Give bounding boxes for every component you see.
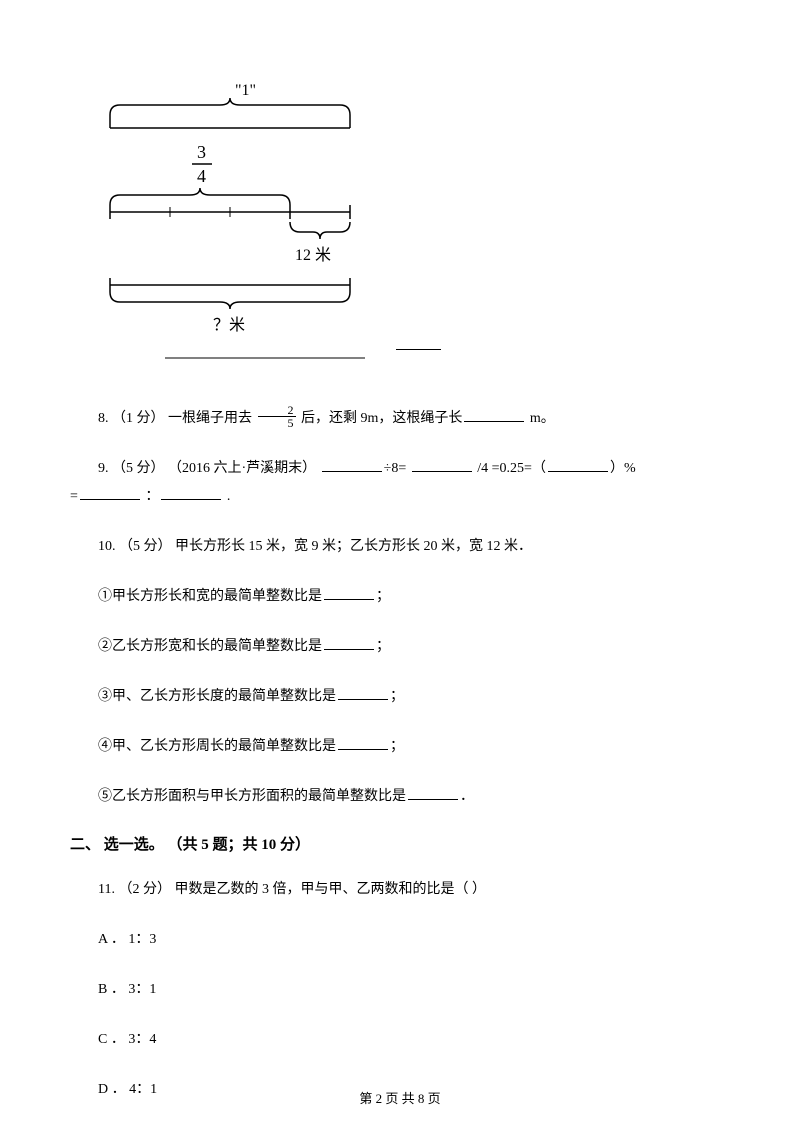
page-content: "1" 3 4 12 米 (0, 0, 800, 1104)
blank-field[interactable] (338, 734, 388, 750)
blank-field[interactable] (408, 784, 458, 800)
section-2-header: 二、 选一选。 （共 5 题；共 10 分） (70, 833, 730, 854)
q9-text: 9. （5 分） （2016 六上·芦溪期末） (98, 461, 320, 476)
fraction-2-5: 25 (258, 404, 296, 429)
page-footer: 第 2 页 共 8 页 (0, 1088, 800, 1107)
option-b: B ． 3：1 (70, 976, 730, 1004)
diagram-bottom-label: ？米 (213, 316, 245, 334)
q10-1-text: ①甲长方形长和宽的最简单整数比是 (98, 589, 322, 604)
question-10: 10. （5 分） 甲长方形长 15 米，宽 9 米；乙长方形长 20 米，宽 … (70, 533, 730, 561)
blank-field[interactable] (396, 334, 441, 350)
q10-3-end: ； (390, 689, 404, 704)
q8-text: 8. （1 分） 一根绳子用去 (98, 411, 256, 426)
diagram-svg: "1" 3 4 12 米 (100, 80, 380, 360)
option-c: C ． 3：4 (70, 1026, 730, 1054)
small-brace (290, 222, 350, 239)
q10-5-end: ． (460, 789, 474, 804)
blank-field[interactable] (338, 684, 388, 700)
option-a: A ． 1：3 (70, 926, 730, 954)
q9-l2-mid: ： (142, 489, 160, 504)
blank-field[interactable] (464, 406, 524, 422)
q9-l2-end: . (223, 489, 230, 504)
question-9: 9. （5 分） （2016 六上·芦溪期末） ÷8= /4 =0.25=（ ）%… (70, 455, 730, 511)
q8-text2: 后，还剩 9m，这根绳子长 (298, 411, 463, 426)
blank-field[interactable] (548, 456, 608, 472)
blank-field[interactable] (161, 484, 221, 500)
diagram-top-label: "1" (235, 82, 256, 99)
q10-1-end: ； (376, 589, 390, 604)
top-brace (110, 98, 350, 115)
q10-5-text: ⑤乙长方形面积与甲长方形面积的最简单整数比是 (98, 789, 406, 804)
diagram-right-label: 12 米 (295, 246, 331, 264)
bottom-brace (110, 292, 350, 309)
q10-2-end: ； (376, 639, 390, 654)
line-diagram: "1" 3 4 12 米 (100, 80, 730, 365)
q10-sub2: ②乙长方形宽和长的最简单整数比是 ； (70, 633, 730, 661)
blank-field[interactable] (412, 456, 472, 472)
q9-l2-prefix: = (70, 489, 78, 504)
frac-den: 5 (258, 417, 296, 429)
q10-sub1: ①甲长方形长和宽的最简单整数比是 ； (70, 583, 730, 611)
q10-4-text: ④甲、乙长方形周长的最简单整数比是 (98, 739, 336, 754)
blank-field[interactable] (324, 634, 374, 650)
q10-sub4: ④甲、乙长方形周长的最简单整数比是 ； (70, 733, 730, 761)
q10-sub3: ③甲、乙长方形长度的最简单整数比是 ； (70, 683, 730, 711)
q10-2-text: ②乙长方形宽和长的最简单整数比是 (98, 639, 322, 654)
fraction-num: 3 (197, 142, 206, 162)
q8-tail: m。 (526, 411, 554, 426)
q10-sub5: ⑤乙长方形面积与甲长方形面积的最简单整数比是 ． (70, 783, 730, 811)
blank-field[interactable] (80, 484, 140, 500)
blank-field[interactable] (322, 456, 382, 472)
question-11: 11. （2 分） 甲数是乙数的 3 倍，甲与甲、乙两数和的比是（ ） (70, 876, 730, 904)
q9-mid2: /4 =0.25=（ (474, 461, 546, 476)
q10-4-end: ； (390, 739, 404, 754)
q10-3-text: ③甲、乙长方形长度的最简单整数比是 (98, 689, 336, 704)
q9-mid3: ）% (610, 461, 636, 476)
question-8: 8. （1 分） 一根绳子用去 25 后，还剩 9m，这根绳子长 m。 (70, 405, 730, 433)
middle-brace (110, 188, 290, 205)
fraction-den: 4 (197, 166, 206, 186)
q9-mid1: ÷8= (384, 461, 410, 476)
blank-field[interactable] (324, 584, 374, 600)
